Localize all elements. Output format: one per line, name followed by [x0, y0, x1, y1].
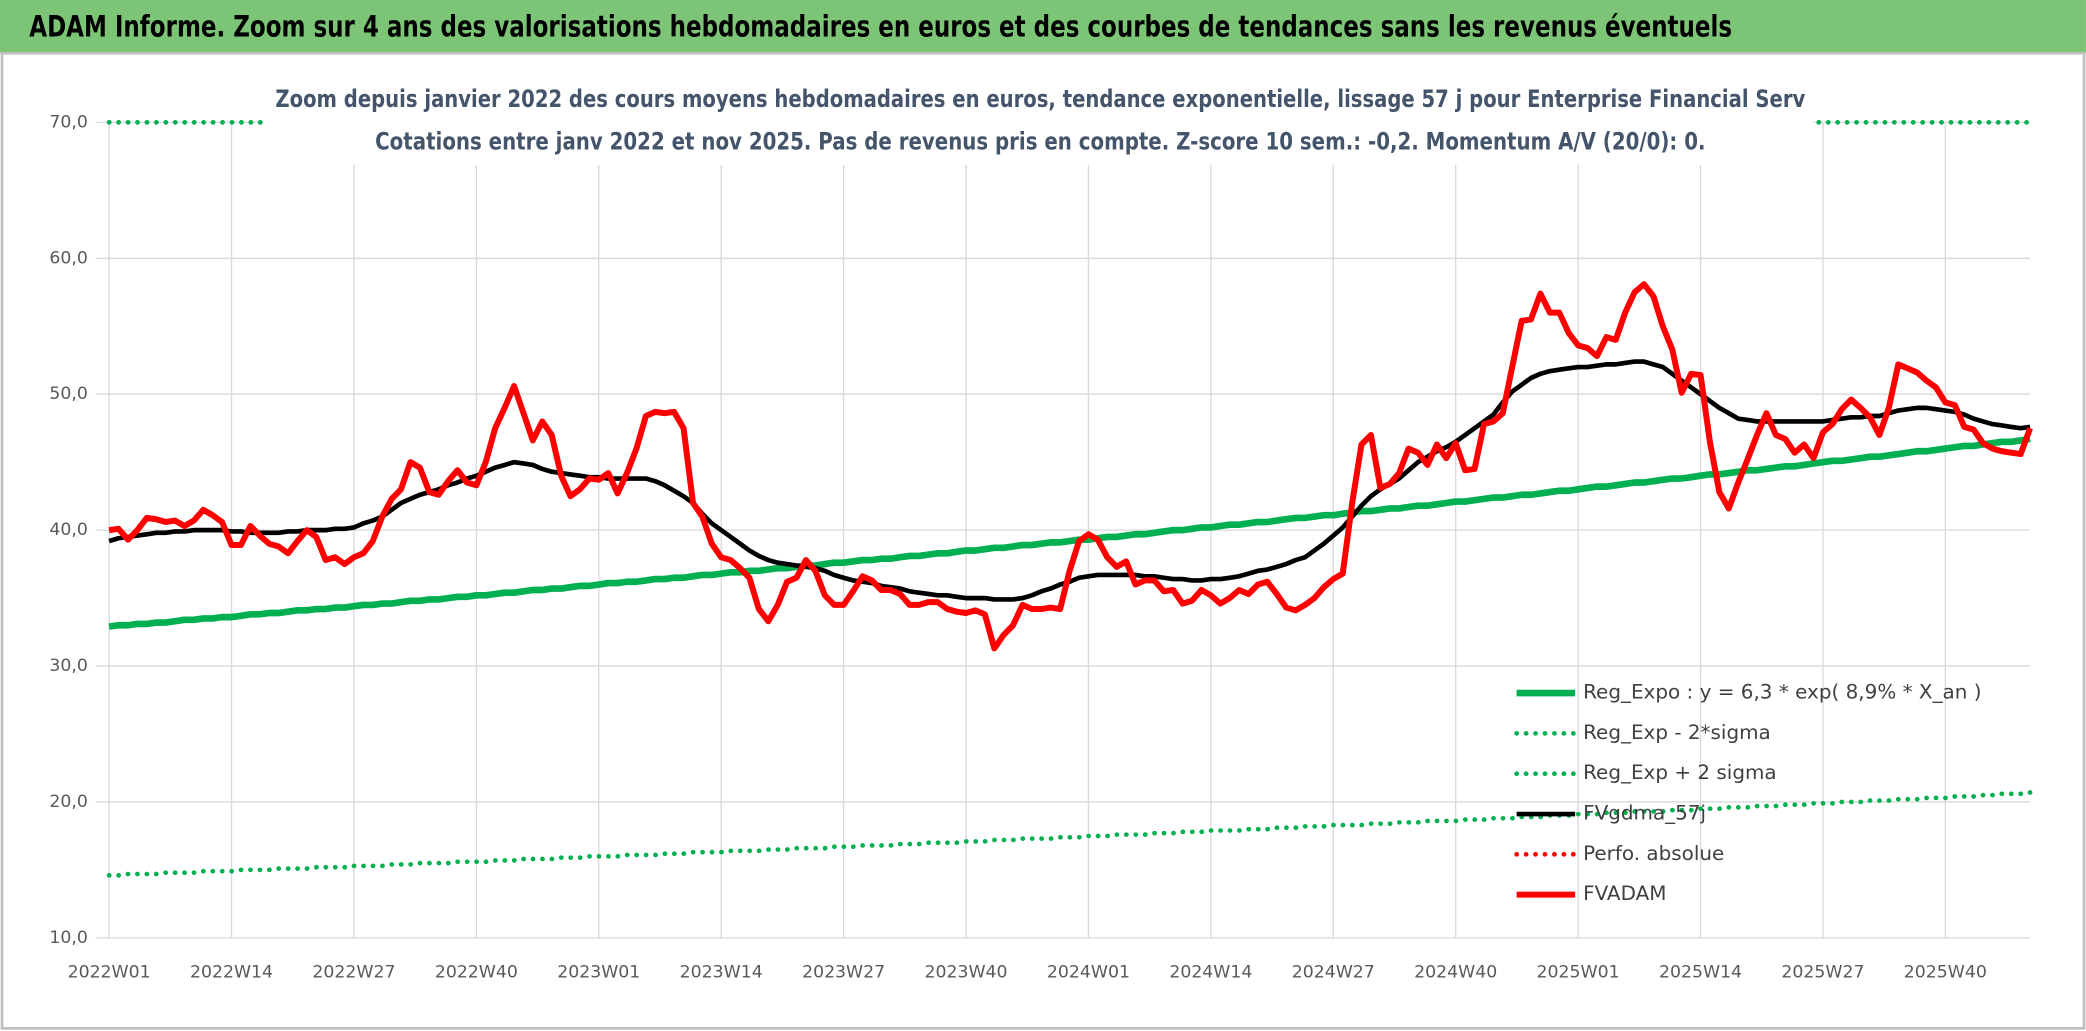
x-tick-label: 2025W27	[1781, 962, 1864, 982]
y-tick-label: 40,0	[49, 520, 87, 540]
x-tick-label: 2024W14	[1169, 962, 1252, 982]
x-tick-label: 2022W14	[190, 962, 273, 982]
legend-label: FVADAM	[1583, 881, 1666, 905]
x-tick-label: 2024W01	[1047, 962, 1130, 982]
x-tick-label: 2023W01	[557, 962, 640, 982]
legend-label: FVgdma_57j	[1583, 801, 1706, 825]
series-line	[106, 790, 2033, 878]
x-tick-label: 2023W14	[680, 962, 763, 982]
y-tick-label: 50,0	[49, 384, 87, 404]
x-tick-label: 2025W01	[1537, 962, 1620, 982]
x-tick-label: 2024W27	[1292, 962, 1375, 982]
y-tick-label: 20,0	[49, 792, 87, 812]
x-tick-label: 2024W40	[1414, 962, 1497, 982]
y-tick-label: 70,0	[49, 112, 87, 132]
series-line	[108, 281, 2033, 652]
legend: Reg_Expo : y = 6,3 * exp( 8,9% * X_an ) R…	[1514, 680, 1982, 905]
x-tick-label: 2025W40	[1904, 962, 1987, 982]
x-tick-label: 2023W40	[924, 962, 1007, 982]
chart-border	[0, 51, 2086, 1030]
y-tick-label: 60,0	[49, 248, 87, 268]
chart-subtitle: Cotations entre janv 2022 et nov 2025. P…	[375, 127, 1705, 155]
x-tick-label: 2022W27	[312, 962, 395, 982]
legend-label: Reg_Expo : y = 6,3 * exp( 8,9% * X_an )	[1583, 680, 1981, 704]
axes: 10,0 20,0 30,0 40,0 50,0 60,0 70,0 2022W01 2022W…	[49, 112, 1987, 982]
legend-label: Reg_Exp - 2*sigma	[1583, 720, 1771, 744]
x-tick-label: 2025W14	[1659, 962, 1742, 982]
x-tick-label: 2022W40	[435, 962, 518, 982]
x-tick-label: 2023W27	[802, 962, 885, 982]
header-bar	[0, 0, 2086, 54]
y-tick-label: 10,0	[49, 928, 87, 948]
series-line	[108, 435, 2031, 630]
legend-label: Perfo. absolue	[1583, 841, 1724, 865]
y-tick-label: 30,0	[49, 656, 87, 676]
header-title: ADAM Informe. Zoom sur 4 ans des valoris…	[29, 9, 1732, 43]
x-tick-label: 2022W01	[68, 962, 151, 982]
title-background	[263, 77, 1814, 165]
chart-title: Zoom depuis janvier 2022 des cours moyen…	[275, 85, 1805, 113]
legend-label: Reg_Exp + 2 sigma	[1583, 760, 1777, 784]
